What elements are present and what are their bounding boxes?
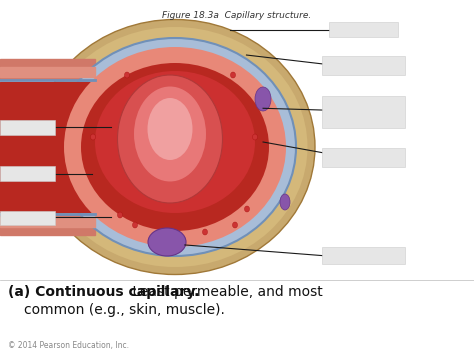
Ellipse shape — [148, 228, 186, 256]
Polygon shape — [0, 82, 95, 212]
Ellipse shape — [147, 98, 192, 160]
Text: (a) Continuous capillary.: (a) Continuous capillary. — [8, 285, 200, 299]
Ellipse shape — [91, 134, 95, 140]
Bar — [322, 247, 405, 264]
Ellipse shape — [245, 206, 249, 212]
Bar — [0, 166, 55, 181]
Ellipse shape — [280, 194, 290, 210]
Text: © 2014 Pearson Education, Inc.: © 2014 Pearson Education, Inc. — [8, 341, 129, 350]
Bar — [322, 148, 405, 167]
Ellipse shape — [81, 63, 269, 231]
Polygon shape — [0, 217, 95, 227]
Ellipse shape — [233, 222, 237, 228]
Ellipse shape — [202, 229, 208, 235]
Text: common (e.g., skin, muscle).: common (e.g., skin, muscle). — [24, 303, 225, 317]
Ellipse shape — [118, 75, 222, 203]
Polygon shape — [0, 67, 95, 77]
Ellipse shape — [255, 87, 271, 111]
Ellipse shape — [230, 72, 236, 78]
Bar — [322, 56, 405, 75]
Ellipse shape — [43, 27, 308, 267]
Polygon shape — [0, 215, 95, 235]
Ellipse shape — [118, 212, 122, 218]
Ellipse shape — [133, 222, 137, 228]
Polygon shape — [0, 59, 95, 79]
Text: Least permeable, and most: Least permeable, and most — [128, 285, 323, 299]
Text: Figure 18.3a  Capillary structure.: Figure 18.3a Capillary structure. — [163, 11, 311, 20]
Ellipse shape — [54, 38, 296, 256]
Ellipse shape — [95, 71, 255, 213]
Ellipse shape — [153, 232, 157, 238]
Ellipse shape — [64, 47, 286, 247]
Bar — [0, 211, 55, 225]
Bar — [322, 96, 405, 128]
Ellipse shape — [134, 87, 206, 181]
Bar — [0, 120, 55, 135]
Ellipse shape — [125, 72, 129, 78]
Ellipse shape — [253, 134, 257, 140]
Bar — [329, 22, 398, 37]
Ellipse shape — [35, 20, 315, 274]
